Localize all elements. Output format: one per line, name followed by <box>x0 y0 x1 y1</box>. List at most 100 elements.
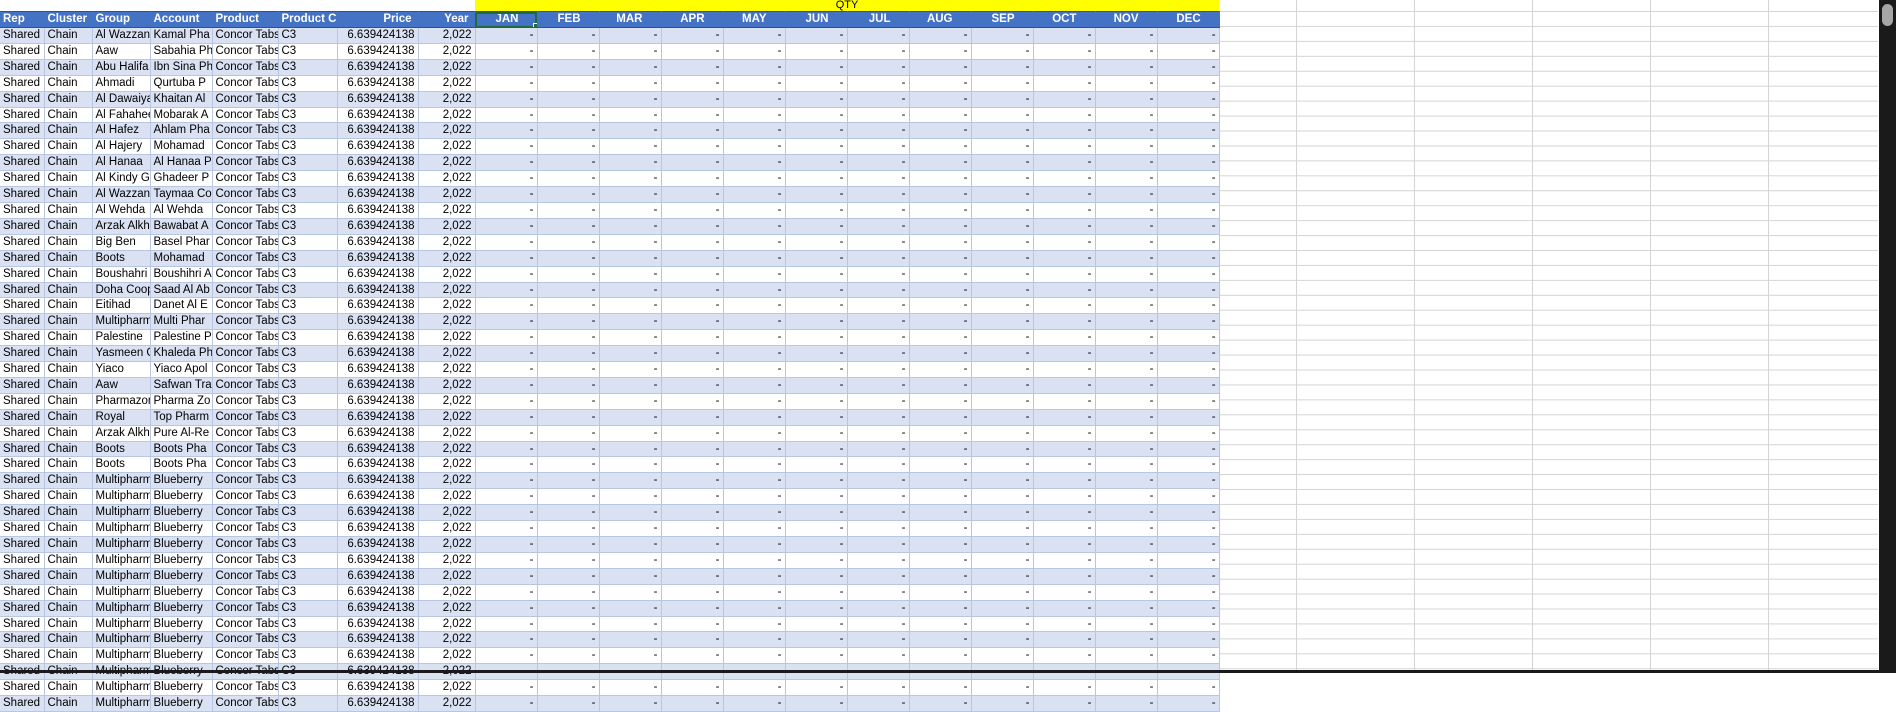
cell-oct[interactable]: - <box>1033 456 1096 474</box>
cell-may[interactable]: - <box>723 568 786 585</box>
cell-apr[interactable]: - <box>661 600 724 617</box>
cell-oct[interactable]: - <box>1033 695 1096 712</box>
cell-nov[interactable]: - <box>1095 472 1158 490</box>
cell-sep[interactable]: - <box>971 536 1034 553</box>
cell-apr[interactable]: - <box>661 504 724 522</box>
cell-product[interactable]: Concor Tabs <box>212 107 279 124</box>
cell-jul[interactable]: - <box>847 218 910 235</box>
cell-mar[interactable]: - <box>599 107 662 124</box>
cell-pcode[interactable]: C3 <box>278 456 338 474</box>
cell-nov[interactable]: - <box>1095 75 1158 92</box>
cell-price[interactable]: 6.639424138 <box>337 425 419 442</box>
cell-rep[interactable]: Shared <box>0 536 45 553</box>
cell-jul[interactable]: - <box>847 122 910 140</box>
cell-apr[interactable]: - <box>661 520 724 537</box>
cell-feb[interactable]: - <box>537 170 600 188</box>
cell-jun[interactable]: - <box>785 282 848 299</box>
cell-dec[interactable]: - <box>1157 472 1220 490</box>
cell-rep[interactable]: Shared <box>0 552 45 569</box>
column-header-apr[interactable]: APR <box>661 11 724 28</box>
table-row[interactable]: Shared Chain Eitihad Danet Al E Concor Tabs C… <box>0 297 1220 315</box>
cell-price[interactable]: 6.639424138 <box>337 488 419 506</box>
column-header-price[interactable]: Price <box>337 11 419 28</box>
cell-sep[interactable]: - <box>971 91 1034 108</box>
cell-price[interactable]: 6.639424138 <box>337 631 419 649</box>
cell-group[interactable]: Multipharm <box>92 600 151 617</box>
cell-pcode[interactable]: C3 <box>278 218 338 235</box>
cell-apr[interactable]: - <box>661 616 724 633</box>
cell-jul[interactable]: - <box>847 27 910 44</box>
cell-pcode[interactable]: C3 <box>278 647 338 665</box>
cell-jan[interactable]: - <box>475 552 538 569</box>
cell-apr[interactable]: - <box>661 647 724 665</box>
cell-jan[interactable]: - <box>475 441 538 458</box>
cell-dec[interactable]: - <box>1157 425 1220 442</box>
cell-sep[interactable]: - <box>971 488 1034 506</box>
cell-price[interactable]: 6.639424138 <box>337 91 419 108</box>
vertical-scrollbar[interactable] <box>1879 0 1896 673</box>
cell-price[interactable]: 6.639424138 <box>337 600 419 617</box>
cell-pcode[interactable]: C3 <box>278 154 338 172</box>
cell-account[interactable]: Blueberry <box>150 616 213 633</box>
cell-product[interactable]: Concor Tabs <box>212 250 279 267</box>
cell-mar[interactable]: - <box>599 266 662 283</box>
cell-may[interactable]: - <box>723 679 786 697</box>
cell-may[interactable]: - <box>723 584 786 601</box>
cell-mar[interactable]: - <box>599 456 662 474</box>
cell-jan[interactable]: - <box>475 679 538 697</box>
cell-pcode[interactable]: C3 <box>278 234 338 251</box>
cell-feb[interactable]: - <box>537 441 600 458</box>
cell-year[interactable]: 2,022 <box>418 107 476 124</box>
cell-apr[interactable]: - <box>661 679 724 697</box>
cell-jul[interactable]: - <box>847 313 910 331</box>
cell-price[interactable]: 6.639424138 <box>337 647 419 665</box>
cell-year[interactable]: 2,022 <box>418 170 476 188</box>
cell-pcode[interactable]: C3 <box>278 186 338 203</box>
cell-may[interactable]: - <box>723 234 786 251</box>
cell-cluster[interactable]: Chain <box>44 138 93 156</box>
cell-cluster[interactable]: Chain <box>44 43 93 60</box>
cell-dec[interactable]: - <box>1157 552 1220 569</box>
cell-year[interactable]: 2,022 <box>418 122 476 140</box>
cell-aug[interactable]: - <box>909 552 972 569</box>
cell-dec[interactable]: - <box>1157 107 1220 124</box>
cell-sep[interactable]: - <box>971 43 1034 60</box>
cell-price[interactable]: 6.639424138 <box>337 186 419 203</box>
cell-feb[interactable]: - <box>537 43 600 60</box>
cell-apr[interactable]: - <box>661 266 724 283</box>
cell-dec[interactable]: - <box>1157 616 1220 633</box>
cell-cluster[interactable]: Chain <box>44 218 93 235</box>
cell-dec[interactable]: - <box>1157 679 1220 697</box>
cell-apr[interactable]: - <box>661 329 724 347</box>
cell-year[interactable]: 2,022 <box>418 393 476 410</box>
cell-dec[interactable]: - <box>1157 75 1220 92</box>
cell-sep[interactable]: - <box>971 266 1034 283</box>
cell-oct[interactable]: - <box>1033 59 1096 76</box>
cell-sep[interactable]: - <box>971 679 1034 697</box>
cell-mar[interactable]: - <box>599 536 662 553</box>
cell-may[interactable]: - <box>723 616 786 633</box>
table-row[interactable]: Shared Chain Aaw Safwan Tra Concor Tabs C3 6.6… <box>0 377 1220 394</box>
cell-dec[interactable]: - <box>1157 282 1220 299</box>
cell-year[interactable]: 2,022 <box>418 536 476 553</box>
cell-group[interactable]: Al Dawaiya <box>92 91 151 108</box>
cell-dec[interactable]: - <box>1157 695 1220 712</box>
cell-cluster[interactable]: Chain <box>44 122 93 140</box>
cell-product[interactable]: Concor Tabs <box>212 425 279 442</box>
cell-jan[interactable]: - <box>475 584 538 601</box>
cell-nov[interactable]: - <box>1095 536 1158 553</box>
cell-jan[interactable]: - <box>475 313 538 331</box>
cell-pcode[interactable]: C3 <box>278 107 338 124</box>
cell-oct[interactable]: - <box>1033 361 1096 378</box>
column-header-product[interactable]: Product <box>212 11 279 28</box>
cell-price[interactable]: 6.639424138 <box>337 170 419 188</box>
cell-jun[interactable]: - <box>785 520 848 537</box>
cell-account[interactable]: Blueberry <box>150 695 213 712</box>
cell-dec[interactable]: - <box>1157 154 1220 172</box>
cell-cluster[interactable]: Chain <box>44 282 93 299</box>
cell-aug[interactable]: - <box>909 138 972 156</box>
cell-jun[interactable]: - <box>785 600 848 617</box>
cell-jul[interactable]: - <box>847 250 910 267</box>
cell-year[interactable]: 2,022 <box>418 282 476 299</box>
